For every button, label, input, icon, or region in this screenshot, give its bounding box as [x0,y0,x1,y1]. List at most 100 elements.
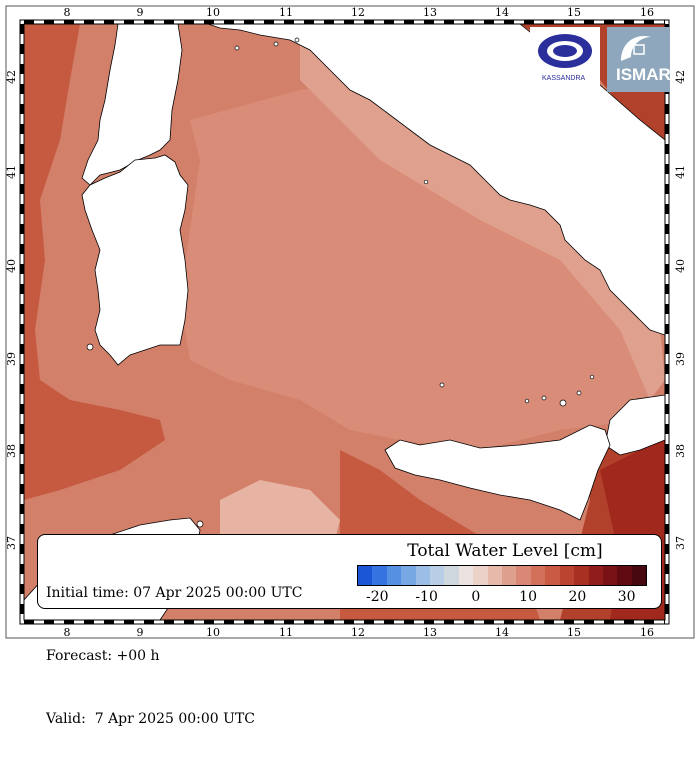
legend-color-swatch [631,566,647,585]
border-check-right [665,424,669,434]
border-check-bottom [204,620,214,624]
border-check-left [20,124,24,134]
border-check-bottom [504,620,514,624]
border-check-bottom [364,620,374,624]
border-check-right [665,284,669,294]
info-legend-box: Initial time: 07 Apr 2025 00:00 UTC Fore… [37,534,662,727]
border-check-bottom [484,620,494,624]
legend-color-swatch [602,566,618,585]
legend-color-swatch [617,566,632,585]
corsica-island [81,24,183,186]
border-check-top [324,20,334,24]
lon-label: 15 [567,6,581,19]
border-check-right [665,144,669,154]
border-check-left [20,44,24,54]
border-check-left [20,184,24,194]
lat-label: 42 [5,70,18,84]
legend-tick-label: -10 [415,589,438,605]
border-check-right [665,104,669,114]
border-check-left [20,84,24,94]
border-check-left [20,544,24,554]
lon-label: 10 [206,626,220,639]
border-check-left [20,24,24,34]
legend-color-swatch [415,566,431,585]
lat-label: 41 [5,165,18,179]
border-check-top [504,20,514,24]
sea-lighter-north [300,40,665,400]
legend-color-swatch [502,566,517,585]
lon-label: 12 [351,6,365,19]
ismar-logo-mark [621,36,651,61]
map-frame [5,5,695,639]
border-check-bottom [264,620,274,624]
island-giglio [294,37,300,43]
border-check-right [665,364,669,374]
border-check-right [665,464,669,474]
border-check-right [665,564,669,574]
border-check-top [524,20,534,24]
lat-label: 38 [674,444,687,458]
border-check-top [144,20,154,24]
border-check-top [44,20,54,24]
legend-color-swatch [458,566,474,585]
legend-tick-label: 0 [471,589,481,605]
legend-title: Total Water Level [cm] [407,541,603,561]
border-check-top [24,20,34,24]
legend-tick-label: 30 [617,589,636,605]
lat-label: 37 [5,536,18,550]
island-alicudi [524,398,530,404]
legend-color-swatch [430,566,445,585]
lon-label: 10 [206,6,220,19]
lon-label: 15 [567,626,581,639]
border-check-bottom [544,620,554,624]
island-stromboli [576,390,582,396]
border-check-left [20,564,24,574]
lon-label: 16 [640,626,654,639]
longitude-labels-top: 8 9 10 11 12 13 14 15 16 [64,6,655,19]
border-check-right [665,224,669,234]
legend-tick-labels: -20 -10 0 10 20 30 [357,589,647,605]
legend-tick-label: -20 [366,589,389,605]
border-check-top [284,20,294,24]
border-check-left [20,324,24,334]
border-check-bottom [424,620,434,624]
legend-color-swatch [574,566,589,585]
kassandra-logo: KASSANDRA [530,27,600,92]
border-check-right [665,384,669,394]
lon-label: 11 [279,6,293,19]
border-check-top [204,20,214,24]
legend-color-swatch [358,566,373,585]
border-check-left [20,484,24,494]
border-check-top [164,20,174,24]
lat-label: 42 [674,70,687,84]
border-check-bottom [64,620,74,624]
sea-light-central [180,70,660,450]
border-check-bottom [564,620,574,624]
border-check-right [665,504,669,514]
legend-color-swatch [559,566,575,585]
border-check-bottom [184,620,194,624]
border-check-bottom [244,620,254,624]
island-panarea [589,374,595,380]
border-check-right [665,244,669,254]
border-check-top [384,20,394,24]
border-check-bottom [444,620,454,624]
lat-label: 39 [5,352,18,366]
border-check-right [665,524,669,534]
lat-label: 41 [674,165,687,179]
border-check-right [665,584,669,594]
lon-label: 12 [351,626,365,639]
border-check-right [665,444,669,454]
latitude-labels-left: 42 41 40 39 38 37 [5,70,18,550]
lon-label: 9 [137,626,144,639]
border-check-left [20,444,24,454]
lon-label: 14 [495,626,509,639]
border-check-right [665,324,669,334]
island-capraia [234,45,240,51]
border-check-top [464,20,474,24]
italy-mainland [207,24,665,336]
border-check-left [20,104,24,114]
border-check-top [364,20,374,24]
border-check-left [20,64,24,74]
lon-label: 13 [423,6,437,19]
